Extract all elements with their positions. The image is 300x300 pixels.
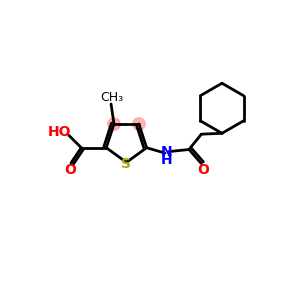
Circle shape: [133, 118, 145, 130]
Text: S: S: [122, 157, 131, 171]
Text: O: O: [64, 163, 76, 176]
Text: CH₃: CH₃: [100, 91, 124, 104]
Text: O: O: [197, 163, 209, 177]
Text: N: N: [160, 145, 172, 158]
Circle shape: [108, 118, 120, 130]
Text: HO: HO: [48, 125, 71, 139]
Text: H: H: [160, 153, 172, 167]
